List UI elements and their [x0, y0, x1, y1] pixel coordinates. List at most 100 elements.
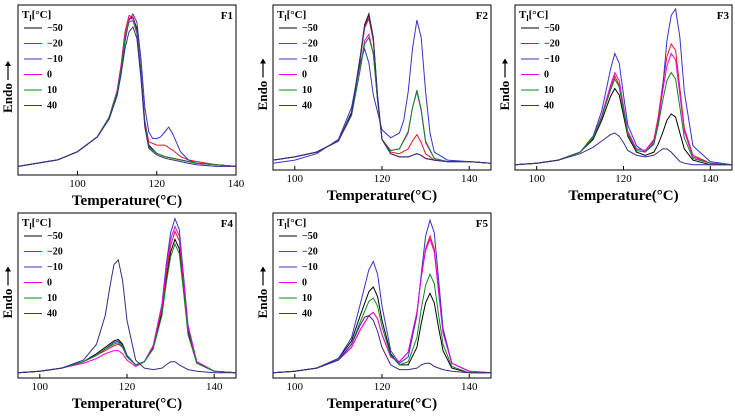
legend-entry: −10 [544, 54, 560, 65]
series-line-5 [515, 132, 732, 166]
legend-title-subscript: l [29, 14, 32, 23]
chart-panel-4: 100 120 140Temperature(°C)EndoF4Tl[°C]−50−… [0, 212, 237, 412]
legend-title-subscript: l [526, 14, 529, 23]
x-tick-label: 120 [374, 173, 391, 185]
legend-entry: −10 [302, 262, 318, 273]
legend-title-subscript: l [29, 222, 32, 231]
y-axis-arrowhead [5, 61, 11, 66]
legend-entry: 40 [544, 101, 554, 112]
legend-title-suffix: [°C] [32, 9, 52, 21]
chart-panel-1: 100 120 140Temperature(°C)EndoF1Tl[°C]−50−… [0, 4, 245, 209]
chart-panel-3: 100 120 140Temperature(°C)EndoF3Tl[°C]−50−… [497, 4, 733, 204]
legend-title-subscript: l [284, 222, 287, 231]
series-line-5 [273, 315, 491, 374]
panel-label: F5 [476, 218, 489, 230]
panel-label: F1 [221, 10, 233, 22]
series-line-5 [18, 258, 236, 374]
legend-title-suffix: [°C] [287, 217, 307, 229]
y-axis-label: Endo [255, 289, 270, 319]
series-line-2 [515, 7, 732, 166]
x-axis-label: Temperature(°C) [72, 396, 182, 412]
legend-entry: 10 [302, 293, 312, 304]
legend-entry: −10 [47, 262, 63, 273]
legend-entry: −50 [302, 231, 318, 242]
legend-entry: 0 [47, 278, 52, 289]
y-axis-arrowhead [502, 58, 508, 64]
x-tick-label: 120 [119, 381, 136, 393]
legend-entry: 40 [302, 101, 312, 112]
y-axis-arrowhead [5, 266, 11, 272]
panel-label: F3 [717, 10, 730, 22]
legend-entry: 10 [47, 85, 57, 96]
panel-label: F2 [476, 10, 489, 22]
series-line-4 [18, 242, 236, 374]
x-tick-label: 100 [287, 173, 304, 185]
series-line-0 [515, 87, 732, 166]
legend-title: Tl[°C] [277, 217, 306, 231]
x-tick-label: 100 [528, 173, 545, 185]
series-line-5 [273, 13, 491, 164]
legend-entry: −10 [47, 54, 63, 65]
legend-title-suffix: [°C] [529, 9, 549, 21]
x-axis-label: Temperature(°C) [72, 193, 182, 209]
legend-entry: −20 [302, 247, 318, 258]
x-tick-label: 100 [287, 381, 304, 393]
legend-entry: 10 [302, 85, 312, 96]
legend-entry: 40 [302, 309, 312, 320]
series-line-0 [18, 237, 236, 374]
legend-entry: 0 [302, 278, 307, 289]
series-line-4 [273, 272, 491, 374]
series-line-2 [273, 19, 491, 164]
legend-title-main: T [277, 217, 285, 229]
x-tick-label: 120 [615, 173, 632, 185]
legend-title-main: T [277, 9, 285, 21]
plot-frame [17, 4, 237, 176]
legend-entry: −20 [544, 39, 560, 50]
x-tick-label: 100 [32, 381, 49, 393]
legend-entry: −50 [302, 23, 318, 34]
chart-panel-2: 100 120 140Temperature(°C)EndoF2Tl[°C]−50−… [255, 4, 492, 204]
legend-entry: 0 [302, 70, 307, 81]
x-tick-label: 100 [69, 178, 86, 190]
x-tick-label: 120 [374, 381, 391, 393]
legend-title: Tl[°C] [22, 9, 51, 23]
y-axis-label: Endo [0, 83, 15, 113]
legend-entry: −20 [47, 247, 63, 258]
legend-entry: −50 [47, 231, 63, 242]
legend-entry: −50 [47, 23, 63, 34]
series-line-5 [18, 25, 236, 167]
x-tick-label: 140 [228, 178, 245, 190]
x-tick-label: 140 [461, 173, 478, 185]
legend-entry: −10 [302, 54, 318, 65]
legend-title-suffix: [°C] [287, 9, 307, 21]
series-line-3 [273, 237, 491, 374]
y-axis-arrowhead [260, 266, 266, 272]
legend-title: Tl[°C] [519, 9, 548, 23]
legend-title-main: T [22, 9, 30, 21]
x-axis-label: Temperature(°C) [327, 188, 437, 204]
x-axis-label: Temperature(°C) [568, 188, 678, 204]
legend-entry: 0 [47, 70, 52, 81]
legend-entry: 0 [544, 70, 549, 81]
x-tick-label: 140 [461, 381, 478, 393]
legend-title-main: T [22, 217, 30, 229]
chart-panel-5: 100 120 140Temperature(°C)EndoF5Tl[°C]−50−… [255, 212, 492, 412]
x-tick-label: 120 [148, 178, 165, 190]
x-tick-label: 140 [206, 381, 223, 393]
y-axis-label: Endo [0, 289, 15, 319]
legend-title: Tl[°C] [22, 217, 51, 231]
series-line-4 [515, 71, 732, 166]
legend-entry: 40 [47, 309, 57, 320]
legend-entry: 40 [47, 101, 57, 112]
legend-title-suffix: [°C] [32, 217, 52, 229]
panel-label: F4 [221, 218, 234, 230]
x-axis-label: Temperature(°C) [327, 396, 437, 412]
y-axis-label: Endo [497, 81, 512, 111]
legend-entry: −50 [544, 23, 560, 34]
legend-entry: 10 [544, 85, 554, 96]
legend-title-subscript: l [284, 14, 287, 23]
legend-entry: −20 [302, 39, 318, 50]
legend-title-main: T [519, 9, 527, 21]
legend-entry: −20 [47, 39, 63, 50]
